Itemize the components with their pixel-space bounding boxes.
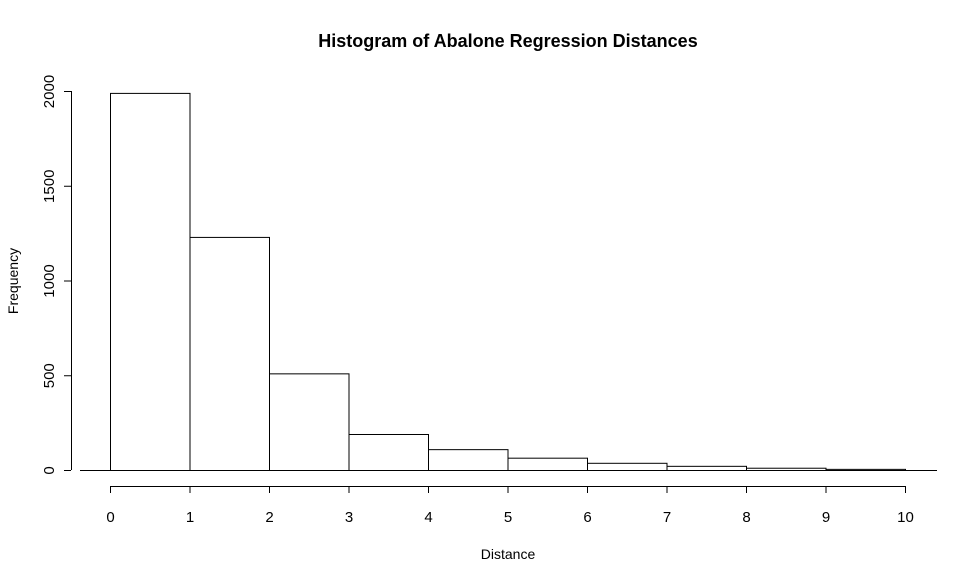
histogram-bar-0: [110, 92, 191, 472]
x-tick-label: 5: [504, 509, 512, 526]
y-axis-label: Frequency: [5, 248, 21, 314]
histogram-bar-5: [507, 457, 588, 471]
histogram-bar-1: [189, 236, 270, 471]
histogram-bar-8: [746, 467, 827, 472]
x-axis-label: Distance: [481, 546, 536, 562]
x-tick-label: 7: [663, 509, 671, 526]
chart-title: Histogram of Abalone Regression Distance…: [318, 31, 697, 51]
y-tick-label: 500: [41, 363, 58, 388]
histogram-bar-4: [428, 449, 509, 471]
y-tick-label: 2000: [41, 75, 58, 108]
y-tick-label: 0: [41, 466, 58, 474]
x-tick-label: 10: [897, 509, 914, 526]
x-tick-label: 3: [345, 509, 353, 526]
histogram-bar-6: [587, 462, 668, 472]
x-axis: 0 1 2 3 4 5 6 7 8 9 10: [106, 486, 914, 526]
histogram-bar-2: [269, 373, 350, 472]
x-tick-label: 9: [822, 509, 830, 526]
histogram-bar-3: [348, 433, 429, 471]
x-tick-label: 6: [583, 509, 591, 526]
y-tick-label: 1000: [41, 264, 58, 297]
x-tick-label: 0: [106, 509, 114, 526]
x-tick-label: 8: [742, 509, 750, 526]
y-tick-label: 1500: [41, 170, 58, 203]
x-tick-label: 1: [186, 509, 194, 526]
x-tick-label: 4: [424, 509, 432, 526]
x-tick-label: 2: [265, 509, 273, 526]
y-axis: 0 500 1000 1500 2000: [41, 75, 72, 475]
bars-group: [80, 92, 937, 472]
histogram-bar-9: [825, 468, 906, 472]
histogram-bar-7: [666, 465, 747, 471]
